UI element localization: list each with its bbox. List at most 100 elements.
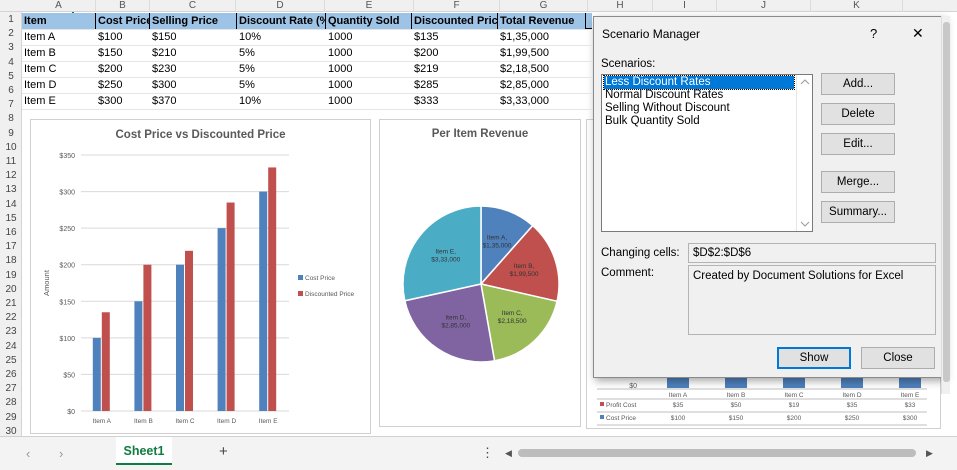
table-cell[interactable]: 1000 bbox=[328, 31, 353, 43]
table-cell[interactable]: 1000 bbox=[328, 47, 353, 59]
table-header-cell[interactable]: Total Revenue bbox=[498, 13, 586, 29]
row-header-19[interactable]: 19 bbox=[5, 269, 17, 281]
column-header-b[interactable]: B bbox=[96, 0, 150, 12]
table-cell[interactable]: $2,18,500 bbox=[500, 63, 549, 75]
pie-slice[interactable] bbox=[480, 283, 558, 362]
pie-slice[interactable] bbox=[479, 224, 560, 303]
vertical-scrollbar[interactable] bbox=[941, 16, 950, 394]
pie-slice[interactable] bbox=[402, 205, 482, 302]
table-cell[interactable]: Item D bbox=[24, 79, 57, 91]
table-cell[interactable]: 1000 bbox=[328, 63, 353, 75]
bar-discounted-price[interactable] bbox=[268, 167, 277, 411]
show-button[interactable]: Show bbox=[777, 347, 851, 369]
column-header-g[interactable]: G bbox=[500, 0, 588, 12]
table-header-cell[interactable]: Item bbox=[22, 13, 96, 29]
row-header-18[interactable]: 18 bbox=[5, 255, 17, 267]
row-header-28[interactable]: 28 bbox=[5, 397, 17, 409]
row-header-17[interactable]: 17 bbox=[5, 241, 17, 253]
next-sheet-icon[interactable]: › bbox=[59, 446, 64, 461]
previous-sheet-icon[interactable]: ‹ bbox=[26, 446, 31, 461]
row-header-23[interactable]: 23 bbox=[5, 326, 17, 338]
help-icon[interactable]: ? bbox=[870, 26, 878, 41]
row-header-7[interactable]: 7 bbox=[8, 99, 14, 111]
bar-cost-price[interactable] bbox=[92, 337, 101, 411]
changing-cells-field[interactable]: $D$2:$D$6 bbox=[688, 243, 936, 263]
table-cell[interactable]: $100 bbox=[98, 31, 123, 43]
row-header-20[interactable]: 20 bbox=[5, 283, 17, 295]
scenario-item[interactable]: Bulk Quantity Sold bbox=[605, 115, 700, 127]
profit-bar[interactable] bbox=[899, 378, 921, 388]
bar-cost-price[interactable] bbox=[259, 191, 268, 411]
table-cell[interactable]: $333 bbox=[414, 95, 439, 107]
row-header-14[interactable]: 14 bbox=[5, 198, 17, 210]
row-header-4[interactable]: 4 bbox=[8, 56, 14, 68]
row-header-22[interactable]: 22 bbox=[5, 312, 17, 324]
delete-button[interactable]: Delete bbox=[821, 103, 895, 125]
table-cell[interactable]: $210 bbox=[152, 47, 177, 59]
vertical-scroll-thumb[interactable] bbox=[943, 22, 950, 382]
table-cell[interactable]: $150 bbox=[152, 31, 177, 43]
bar-discounted-price[interactable] bbox=[185, 250, 193, 411]
pie-slice[interactable] bbox=[403, 283, 496, 363]
row-header-16[interactable]: 16 bbox=[5, 227, 17, 238]
close-icon[interactable]: ✕ bbox=[912, 25, 924, 41]
scroll-right-icon[interactable]: ▶ bbox=[926, 448, 933, 458]
table-header-cell[interactable]: Selling Price bbox=[150, 13, 237, 29]
table-cell[interactable]: $1,35,000 bbox=[500, 31, 549, 43]
table-cell[interactable]: $200 bbox=[414, 47, 439, 59]
tab-sheet1[interactable]: Sheet1 bbox=[116, 437, 172, 465]
column-header-e[interactable]: E bbox=[325, 0, 414, 12]
row-header-24[interactable]: 24 bbox=[5, 340, 17, 352]
scroll-left-icon[interactable]: ◀ bbox=[505, 448, 512, 458]
close-button[interactable]: Close bbox=[861, 347, 935, 369]
row-header-29[interactable]: 29 bbox=[5, 411, 17, 423]
table-cell[interactable]: $250 bbox=[98, 79, 123, 91]
table-cell[interactable]: Item B bbox=[24, 47, 56, 59]
column-header-j[interactable]: J bbox=[717, 0, 811, 12]
table-cell[interactable]: $2,85,000 bbox=[500, 79, 549, 91]
table-header-cell[interactable]: Cost Price bbox=[96, 13, 150, 29]
bar-discounted-price[interactable] bbox=[143, 264, 152, 411]
table-cell[interactable]: $150 bbox=[98, 47, 123, 59]
table-cell[interactable]: $230 bbox=[152, 63, 177, 75]
comment-field[interactable]: Created by Document Solutions for Excel bbox=[688, 265, 936, 335]
row-header-5[interactable]: 5 bbox=[8, 70, 14, 82]
table-cell[interactable]: Item C bbox=[24, 63, 57, 75]
row-header-1[interactable]: 1 bbox=[8, 14, 14, 25]
row-header-26[interactable]: 26 bbox=[5, 369, 17, 380]
profit-bar[interactable] bbox=[725, 378, 747, 388]
profit-bar[interactable] bbox=[783, 378, 805, 388]
summary-button[interactable]: Summary... bbox=[821, 201, 895, 223]
row-header-27[interactable]: 27 bbox=[5, 383, 17, 395]
row-header-12[interactable]: 12 bbox=[5, 170, 17, 182]
row-header-21[interactable]: 21 bbox=[5, 298, 17, 309]
table-cell[interactable]: $135 bbox=[414, 31, 439, 43]
bar-discounted-price[interactable] bbox=[101, 312, 110, 411]
listbox-scrollbar[interactable] bbox=[796, 75, 812, 231]
column-header-c[interactable]: C bbox=[150, 0, 236, 12]
bar-cost-price[interactable] bbox=[176, 264, 184, 411]
table-cell[interactable]: 5% bbox=[239, 63, 255, 75]
merge-button[interactable]: Merge... bbox=[821, 171, 895, 193]
table-cell[interactable]: $1,99,500 bbox=[500, 47, 549, 59]
table-header-cell[interactable]: Quantity Sold bbox=[326, 13, 412, 29]
column-header-i[interactable]: I bbox=[653, 0, 717, 12]
column-header-k[interactable]: K bbox=[811, 0, 903, 12]
scenarios-listbox[interactable]: Less Discount Rates Normal Discount Rate… bbox=[601, 74, 813, 232]
table-cell[interactable]: Item A bbox=[24, 31, 56, 43]
bar-cost-price[interactable] bbox=[217, 228, 226, 411]
row-header-9[interactable]: 9 bbox=[8, 127, 14, 139]
table-cell[interactable]: $285 bbox=[414, 79, 439, 91]
table-cell[interactable]: Item E bbox=[24, 95, 56, 107]
table-cell[interactable]: $219 bbox=[414, 63, 439, 75]
table-cell[interactable]: $300 bbox=[98, 95, 123, 107]
table-cell[interactable]: 10% bbox=[239, 31, 262, 43]
scenario-item[interactable]: Selling Without Discount bbox=[605, 102, 730, 114]
table-cell[interactable]: 1000 bbox=[328, 79, 353, 91]
add-button[interactable]: Add... bbox=[821, 73, 895, 95]
table-cell[interactable]: 10% bbox=[239, 95, 262, 107]
table-cell[interactable]: $370 bbox=[152, 95, 177, 107]
table-header-cell[interactable]: Discounted Price bbox=[412, 13, 498, 29]
row-header-8[interactable]: 8 bbox=[8, 113, 14, 125]
bar-cost-price[interactable] bbox=[134, 301, 143, 411]
